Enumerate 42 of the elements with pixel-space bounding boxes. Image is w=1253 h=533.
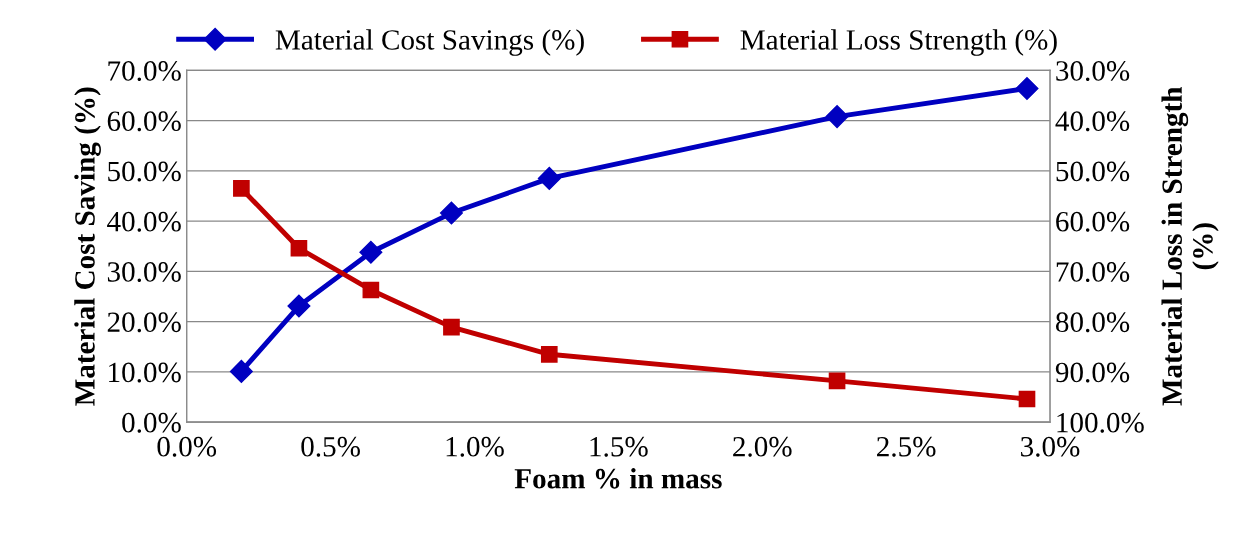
point xyxy=(290,239,308,257)
x-axis-title: Foam % in mass xyxy=(514,468,722,489)
y2-tick-label: 60.0% xyxy=(1056,211,1130,232)
point xyxy=(229,359,253,383)
y-tick-label: 20.0% xyxy=(107,312,181,333)
y-tick-label: 60.0% xyxy=(107,111,181,132)
x-tick-label: 1.5% xyxy=(590,436,648,457)
x-tick-label: 2.5% xyxy=(877,436,936,457)
y-tick-label: 0.0% xyxy=(122,412,181,433)
point xyxy=(439,201,463,225)
legend-label: Material Loss Strength (%) xyxy=(740,29,1057,56)
point xyxy=(537,166,561,190)
point xyxy=(540,345,558,363)
point xyxy=(233,180,250,197)
x-tick-label: 0.5% xyxy=(301,436,360,457)
point xyxy=(1015,76,1039,100)
point xyxy=(1018,390,1036,408)
y2-tick-label: 50.0% xyxy=(1056,161,1130,182)
y2-tick-label: 40.0% xyxy=(1055,111,1130,132)
x-tick-label: 1.0% xyxy=(446,436,504,457)
y2-axis-title: Material Loss in Strength (%) xyxy=(1161,86,1219,406)
point xyxy=(828,372,846,390)
x-tick-label: 0.0% xyxy=(157,436,217,457)
point xyxy=(825,105,849,129)
point xyxy=(362,281,380,299)
y2-tick-label: 70.0% xyxy=(1056,262,1130,282)
point xyxy=(359,240,383,264)
y2-tick-label: 100.0% xyxy=(1057,412,1144,433)
y-tick-label: 40.0% xyxy=(107,211,181,232)
y2-tick-label: 90.0% xyxy=(1055,362,1130,383)
y-axis-title: Material Cost Saving (%) xyxy=(74,87,101,406)
point xyxy=(443,318,460,336)
y-tick-label: 30.0% xyxy=(107,262,181,282)
y-tick-label: 50.0% xyxy=(108,161,181,182)
y-tick-label: 10.0% xyxy=(109,362,181,383)
x-tick-label: 2.0% xyxy=(733,436,792,457)
y-tick-label: 70.0% xyxy=(108,61,181,81)
legend-label: Material Cost Savings (%) xyxy=(275,29,584,56)
point xyxy=(287,294,311,318)
x-tick-label: 3.0% xyxy=(1021,436,1080,457)
y2-tick-label: 30.0% xyxy=(1056,61,1130,81)
y2-tick-label: 80.0% xyxy=(1055,312,1130,333)
